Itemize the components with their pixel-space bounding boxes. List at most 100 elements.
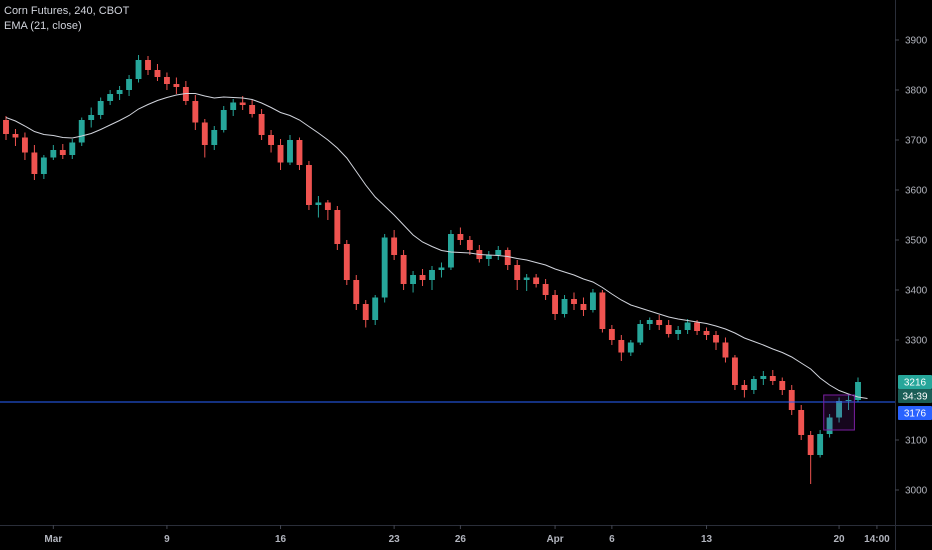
candle-body bbox=[315, 202, 322, 205]
candle bbox=[429, 266, 435, 290]
candle bbox=[618, 335, 625, 361]
candle-body bbox=[78, 120, 85, 143]
time-axis[interactable]: Mar 9 16 23 26 Apr 6 13 20 14:00 bbox=[44, 525, 890, 545]
time-tick-label: 14:00 bbox=[864, 534, 890, 545]
candle bbox=[173, 77, 180, 94]
candle bbox=[107, 90, 114, 105]
candle bbox=[627, 340, 634, 356]
candle bbox=[12, 129, 19, 146]
candle bbox=[315, 196, 322, 218]
candle-body bbox=[561, 299, 568, 314]
candle bbox=[305, 161, 312, 210]
price-tick-label: 3300 bbox=[905, 336, 928, 347]
candle-body bbox=[97, 101, 104, 115]
candle bbox=[296, 137, 303, 170]
candle bbox=[50, 145, 57, 160]
horizontal-line-price-label: 3176 bbox=[904, 409, 927, 420]
time-tick-label: 13 bbox=[701, 534, 713, 545]
candle bbox=[457, 227, 464, 245]
chart-legend: Corn Futures, 240, CBOT EMA (21, close) bbox=[4, 4, 129, 34]
indicator-title[interactable]: EMA (21, close) bbox=[4, 20, 82, 32]
candle bbox=[135, 55, 142, 83]
candle bbox=[419, 269, 426, 286]
price-tick-label: 3400 bbox=[905, 286, 928, 297]
time-tick-label: 6 bbox=[609, 534, 615, 545]
candle-body bbox=[722, 342, 729, 358]
candle-body bbox=[750, 379, 757, 390]
candle-body bbox=[116, 90, 123, 94]
candle bbox=[201, 119, 208, 158]
candle-body bbox=[571, 299, 577, 304]
highlight-rectangle[interactable] bbox=[823, 394, 855, 431]
plot-area[interactable] bbox=[0, 55, 895, 484]
candle-body bbox=[599, 292, 606, 329]
candle bbox=[78, 117, 85, 146]
candle bbox=[798, 405, 805, 440]
candle-body bbox=[608, 329, 615, 340]
candle bbox=[126, 75, 133, 96]
price-tick-label: 3800 bbox=[905, 86, 928, 97]
candle-body bbox=[694, 322, 701, 331]
candle bbox=[495, 246, 502, 260]
candle-body bbox=[429, 270, 435, 280]
candle-body bbox=[504, 250, 511, 265]
candle-body bbox=[798, 410, 805, 435]
candle-body bbox=[277, 145, 284, 163]
candle-body bbox=[173, 84, 180, 87]
candle bbox=[438, 262, 445, 278]
candle bbox=[684, 319, 691, 334]
candle-body bbox=[88, 115, 95, 120]
candle-body bbox=[362, 304, 369, 320]
candle-body bbox=[211, 130, 218, 145]
candle bbox=[485, 251, 492, 266]
candle bbox=[504, 247, 511, 270]
candle-body bbox=[268, 135, 275, 145]
candle-body bbox=[552, 295, 559, 314]
candle-body bbox=[836, 401, 843, 418]
candle bbox=[807, 431, 814, 484]
candle-body bbox=[533, 277, 540, 284]
candle-body bbox=[50, 150, 57, 158]
symbol-title[interactable]: Corn Futures, 240, CBOT bbox=[4, 5, 130, 17]
candle bbox=[533, 274, 540, 288]
time-tick-label: Mar bbox=[44, 534, 62, 545]
candle bbox=[3, 116, 9, 140]
candle bbox=[410, 271, 417, 293]
candle bbox=[277, 139, 284, 170]
candle-body bbox=[230, 102, 237, 110]
candle bbox=[769, 370, 776, 385]
candle bbox=[466, 236, 473, 255]
price-tick-label: 3900 bbox=[905, 36, 928, 47]
candle-body bbox=[788, 390, 795, 410]
time-tick-label: 20 bbox=[834, 534, 846, 545]
candle bbox=[589, 289, 596, 313]
candle-body bbox=[542, 284, 549, 295]
candle-body bbox=[769, 376, 776, 381]
candle bbox=[760, 371, 767, 385]
candle-body bbox=[675, 330, 682, 334]
candle bbox=[287, 135, 293, 165]
candle-body bbox=[343, 244, 350, 280]
time-tick-label: 23 bbox=[389, 534, 401, 545]
candle bbox=[675, 326, 682, 340]
candle bbox=[343, 240, 350, 285]
candle-body bbox=[665, 325, 672, 334]
candle bbox=[268, 130, 275, 153]
candle bbox=[722, 337, 729, 363]
candle-body bbox=[201, 122, 208, 145]
candle bbox=[855, 377, 861, 402]
candle-body bbox=[21, 137, 28, 153]
candle-body bbox=[684, 322, 691, 330]
candle bbox=[31, 145, 38, 180]
candle bbox=[116, 86, 123, 100]
candle-body bbox=[646, 320, 653, 324]
candle-body bbox=[40, 157, 47, 174]
candle-body bbox=[334, 210, 341, 244]
candle bbox=[656, 315, 663, 330]
candle-body bbox=[154, 70, 161, 77]
candle-body bbox=[192, 101, 199, 123]
price-axis[interactable]: 3900 3800 3700 3600 3500 3400 3300 3100 3000 bbox=[895, 36, 928, 497]
last-price-label: 3216 bbox=[904, 378, 927, 389]
candle bbox=[334, 206, 341, 250]
